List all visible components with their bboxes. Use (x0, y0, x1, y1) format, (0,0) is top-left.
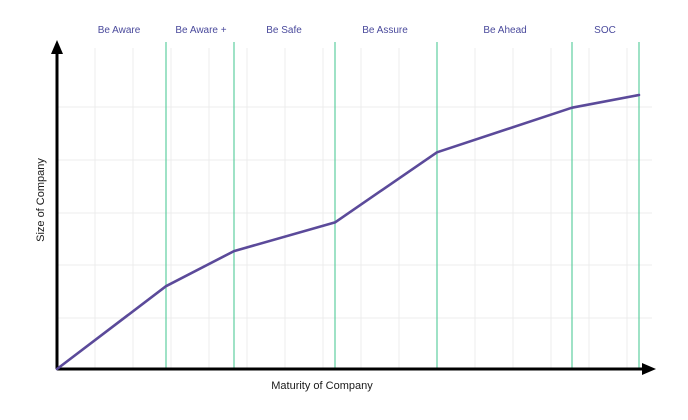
phase-labels: Be Aware Be Aware + Be Safe Be Assure Be Ahe… (98, 25, 616, 36)
phase-label: Be Aware + (175, 25, 226, 36)
phase-dividers (165, 42, 640, 369)
phase-label: Be Safe (266, 25, 302, 36)
phase-label: Be Assure (362, 25, 408, 36)
x-axis-arrow-icon (642, 363, 656, 375)
x-axis-title: Maturity of Company (271, 380, 373, 392)
phase-label: Be Aware (98, 25, 141, 36)
y-axis-title: Size of Company (35, 158, 47, 242)
series-line (55, 93, 641, 371)
axes (51, 40, 656, 375)
grid-layer (57, 48, 652, 369)
y-axis-arrow-icon (51, 40, 63, 54)
phase-label: Be Ahead (483, 25, 526, 36)
phase-label: SOC (594, 25, 616, 36)
series-layer (55, 93, 641, 371)
